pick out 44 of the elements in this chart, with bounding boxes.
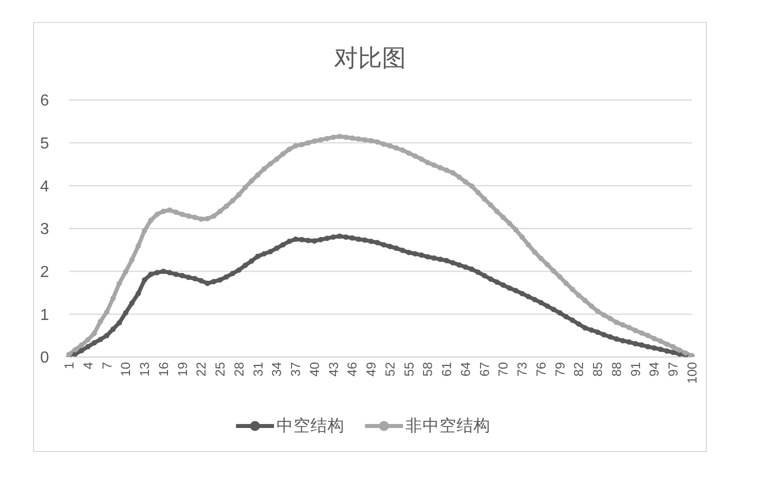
x-tick-label: 7 — [99, 362, 114, 370]
chart-title: 对比图 — [333, 43, 407, 74]
x-tick-label: 25 — [212, 362, 228, 376]
x-tick-label: 13 — [137, 362, 152, 376]
legend-label: 非中空结构 — [406, 415, 490, 437]
x-tick-label: 67 — [476, 362, 492, 376]
x-tick-label: 37 — [288, 362, 304, 376]
x-tick-label: 70 — [496, 362, 511, 376]
x-tick-label: 61 — [439, 362, 454, 376]
x-tick-label: 46 — [344, 362, 360, 376]
y-tick-label: 1 — [40, 306, 50, 324]
x-tick-label: 94 — [646, 362, 662, 376]
x-tick-label: 79 — [552, 362, 568, 376]
x-tick-label: 52 — [382, 362, 398, 376]
y-tick-label: 5 — [40, 136, 50, 153]
x-tick-label: 97 — [666, 362, 681, 376]
x-tick-label: 19 — [174, 362, 190, 376]
x-tick-label: 28 — [231, 362, 246, 376]
x-tick-label: 88 — [608, 362, 624, 376]
x-tick-label: 82 — [571, 362, 586, 376]
y-tick-label: 4 — [40, 178, 50, 196]
x-tick-label: 43 — [326, 362, 341, 376]
y-tick-label: 2 — [40, 264, 50, 282]
x-tick-label: 91 — [628, 362, 643, 376]
x-tick-label: 16 — [156, 362, 171, 376]
x-tick-label: 10 — [118, 362, 134, 376]
x-tick-label: 1 — [62, 362, 76, 370]
x-tick-label: 22 — [194, 362, 209, 376]
y-tick-label: 3 — [40, 221, 50, 238]
x-tick-label: 85 — [590, 362, 606, 376]
x-tick-label: 76 — [533, 362, 548, 376]
x-tick-label: 100 — [684, 362, 700, 384]
y-tick-label: 6 — [40, 92, 50, 110]
x-tick-label: 73 — [514, 362, 530, 376]
x-tick-label: 31 — [250, 362, 266, 376]
y-tick-label: 0 — [40, 350, 50, 367]
x-tick-label: 34 — [269, 362, 284, 376]
x-tick-label: 49 — [364, 362, 379, 376]
legend-label: 中空结构 — [276, 415, 344, 437]
x-tick-label: 64 — [458, 362, 473, 376]
x-tick-label: 58 — [420, 362, 436, 376]
x-tick-label: 40 — [306, 362, 322, 376]
x-tick-label: 4 — [80, 362, 96, 370]
x-tick-label: 55 — [401, 362, 416, 376]
